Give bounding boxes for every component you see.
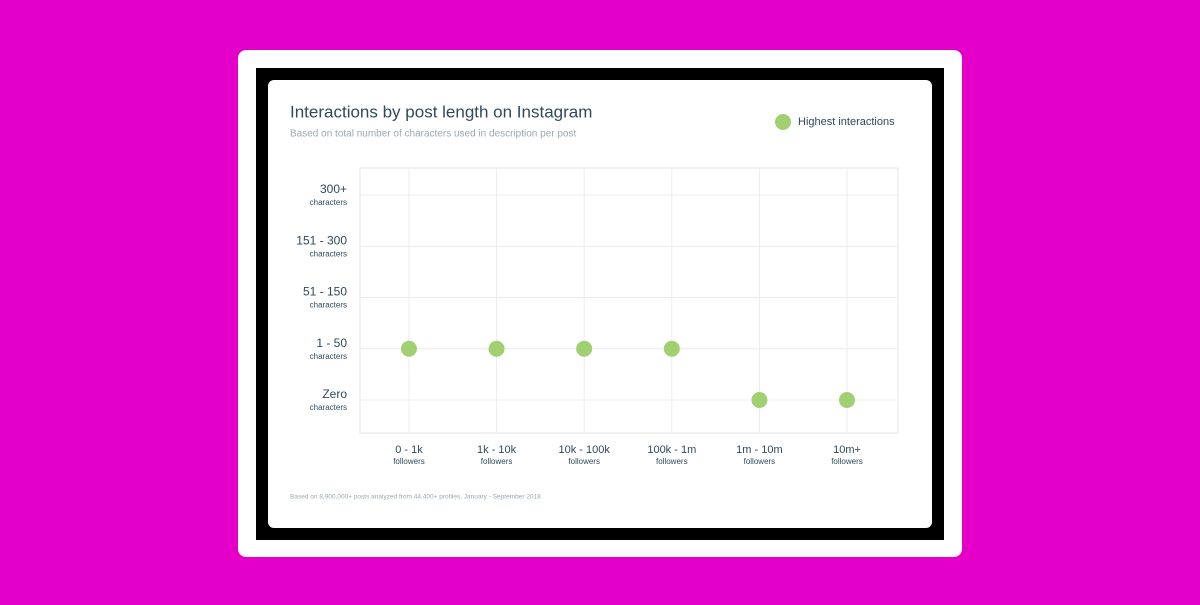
y-tick-label: 51 - 150	[303, 285, 347, 299]
x-tick-label: 0 - 1k	[395, 444, 423, 456]
y-tick-label: Zero	[322, 387, 347, 401]
y-tick-sublabel: characters	[310, 198, 347, 207]
y-tick-label: 1 - 50	[316, 336, 347, 350]
chart-card	[268, 80, 932, 528]
x-tick-label: 1m - 10m	[736, 444, 782, 456]
y-tick-sublabel: characters	[310, 352, 347, 361]
x-tick-sublabel: followers	[481, 457, 513, 466]
legend-marker	[775, 114, 791, 130]
footnote: Based on 8,900,000+ posts analyzed from …	[290, 494, 541, 501]
point	[839, 392, 855, 408]
point	[401, 340, 417, 357]
x-tick-label: 10k - 100k	[559, 444, 611, 456]
point	[576, 340, 593, 357]
chart-subtitle: Based on total number of characters used…	[290, 129, 576, 140]
y-tick-label: 151 - 300	[296, 233, 347, 247]
x-tick-label: 10m+	[833, 444, 861, 456]
plot-frame	[359, 167, 899, 434]
y-tick-sublabel: characters	[310, 403, 347, 412]
x-tick-sublabel: followers	[568, 457, 600, 466]
x-tick-sublabel: followers	[393, 457, 425, 466]
x-tick-sublabel: followers	[831, 457, 863, 466]
x-tick-label: 100k - 1m	[647, 444, 696, 456]
y-tick-label: 300+	[320, 182, 347, 196]
legend-label: Highest interactions	[798, 116, 895, 128]
point	[751, 392, 768, 408]
x-tick-sublabel: followers	[744, 457, 776, 466]
point	[488, 340, 505, 357]
point	[663, 340, 680, 357]
chart-title: Interactions by post length on Instagram	[290, 102, 592, 121]
y-tick-sublabel: characters	[310, 301, 347, 310]
x-tick-label: 1k - 10k	[477, 444, 517, 456]
y-tick-sublabel: characters	[310, 249, 347, 258]
x-tick-sublabel: followers	[656, 457, 688, 466]
